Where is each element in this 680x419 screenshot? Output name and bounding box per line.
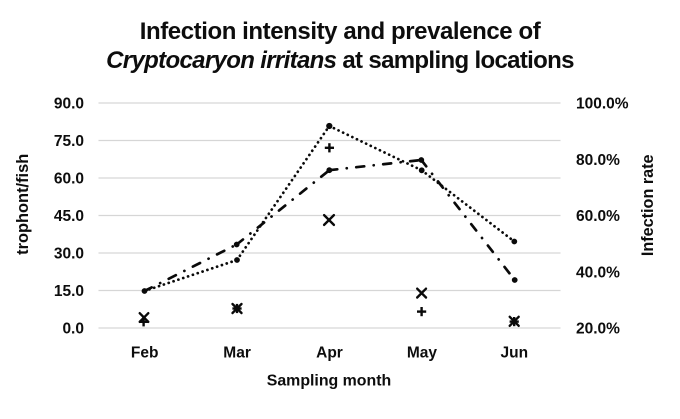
- svg-text:Feb: Feb: [131, 344, 159, 361]
- svg-text:Jun: Jun: [501, 344, 529, 361]
- svg-text:Sampling month: Sampling month: [267, 373, 391, 390]
- svg-text:Infection intensity and preval: Infection intensity and prevalence of: [140, 18, 542, 45]
- svg-text:20.0%: 20.0%: [576, 321, 620, 338]
- svg-text:100.0%: 100.0%: [576, 96, 629, 113]
- svg-text:30.0: 30.0: [54, 246, 84, 263]
- svg-text:60.0%: 60.0%: [576, 208, 620, 225]
- svg-text:Cryptocaryon irritans at sampl: Cryptocaryon irritans at sampling locati…: [106, 47, 574, 74]
- svg-text:80.0%: 80.0%: [576, 152, 620, 169]
- svg-text:Infection rate: Infection rate: [639, 154, 657, 256]
- svg-text:15.0: 15.0: [54, 283, 84, 300]
- svg-text:trophont/fish: trophont/fish: [14, 154, 32, 255]
- svg-text:Mar: Mar: [223, 344, 251, 361]
- svg-text:40.0%: 40.0%: [576, 264, 620, 281]
- svg-text:75.0: 75.0: [54, 133, 84, 150]
- svg-text:60.0: 60.0: [54, 171, 84, 188]
- svg-text:45.0: 45.0: [54, 208, 84, 225]
- svg-text:Apr: Apr: [316, 344, 343, 361]
- svg-text:90.0: 90.0: [54, 96, 84, 113]
- svg-text:May: May: [407, 344, 438, 361]
- svg-text:0.0: 0.0: [62, 321, 84, 338]
